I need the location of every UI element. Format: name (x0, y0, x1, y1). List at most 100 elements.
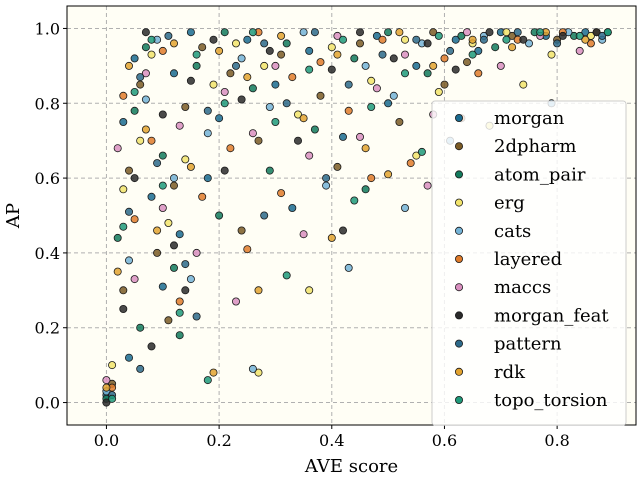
point-rdk (113, 267, 122, 276)
point-rdk (102, 383, 111, 392)
point-topo-torsion (305, 65, 314, 74)
point-layered (147, 136, 156, 145)
legend-label: cats (494, 221, 531, 242)
x-axis-label: AVE score (304, 456, 398, 477)
point-cats (299, 28, 308, 37)
point-layered (474, 69, 483, 78)
point-maccs (423, 181, 432, 190)
point-pattern (260, 39, 269, 48)
point-layered (406, 159, 415, 168)
legend-label: pattern (494, 334, 562, 355)
point-rdk (581, 35, 590, 44)
point-atom-pair (113, 233, 122, 242)
point-rdk (186, 162, 195, 171)
point-2dpharm (164, 316, 173, 325)
point-rdk (384, 170, 393, 179)
point-layered (288, 73, 297, 82)
point-pattern (153, 159, 162, 168)
point-morgan (372, 31, 381, 40)
legend-marker (454, 311, 463, 320)
point-pattern (181, 260, 190, 269)
point-morgan (271, 80, 280, 89)
point-cats (186, 275, 195, 284)
point-atom-pair (175, 331, 184, 340)
legend-marker (454, 339, 463, 348)
point-rdk (327, 233, 336, 242)
point-topo-torsion (130, 88, 139, 97)
point-topo-torsion (248, 28, 257, 37)
point-atom-pair (384, 28, 393, 37)
point-atom-pair (158, 151, 167, 160)
point-morgan-feat (338, 226, 347, 235)
point-layered (586, 39, 595, 48)
point-erg (502, 28, 511, 37)
point-layered (440, 54, 449, 63)
point-topo-torsion (502, 35, 511, 44)
point-layered (316, 58, 325, 67)
grid (67, 6, 636, 425)
point-cats (237, 54, 246, 63)
point-topo-torsion (468, 50, 477, 59)
point-maccs (462, 28, 471, 37)
legend-marker (454, 367, 463, 376)
point-pattern (378, 50, 387, 59)
point-topo-torsion (108, 394, 117, 403)
point-atom-pair (361, 185, 370, 194)
point-morgan-feat (158, 110, 167, 119)
point-maccs (130, 275, 139, 284)
point-pattern (310, 28, 319, 37)
point-atom-pair (491, 43, 500, 52)
point-topo-torsion (147, 35, 156, 44)
point-2dpharm (136, 80, 145, 89)
point-cats (389, 91, 398, 100)
point-layered (119, 91, 128, 100)
legend-label: erg (494, 193, 525, 214)
legend-label: atom_pair (494, 164, 586, 185)
point-2dpharm (277, 50, 286, 59)
point-morgan (119, 118, 128, 127)
point-maccs (175, 121, 184, 130)
point-2dpharm (119, 286, 128, 295)
point-layered (344, 106, 353, 115)
legend-box (431, 100, 627, 426)
point-2dpharm (316, 91, 325, 100)
point-2dpharm (125, 166, 134, 175)
point-erg (400, 35, 409, 44)
legend-label: layered (494, 249, 562, 270)
point-erg (367, 76, 376, 85)
point-erg (412, 151, 421, 160)
point-maccs (102, 376, 111, 385)
point-layered (198, 192, 207, 201)
point-pattern (231, 61, 240, 70)
point-topo-torsion (175, 308, 184, 317)
point-morgan-feat (327, 65, 336, 74)
point-layered (367, 174, 376, 183)
point-pattern (479, 35, 488, 44)
point-2dpharm (181, 103, 190, 112)
point-morgan (384, 99, 393, 108)
point-rdk (243, 73, 252, 82)
x-tick-label: 0.2 (206, 431, 231, 450)
point-erg (108, 361, 117, 370)
point-erg (136, 136, 145, 145)
point-morgan-feat (485, 28, 494, 37)
point-morgan (130, 54, 139, 63)
point-atom-pair (248, 84, 257, 93)
point-2dpharm (429, 28, 438, 37)
point-morgan (169, 69, 178, 78)
point-rdk (125, 61, 134, 70)
point-atom-pair (423, 69, 432, 78)
point-morgan-feat (423, 39, 432, 48)
point-rdk (153, 226, 162, 235)
point-maccs (333, 31, 342, 40)
point-morgan (243, 35, 252, 44)
point-rdk (254, 286, 263, 295)
point-erg (260, 61, 269, 70)
point-morgan-feat (355, 28, 364, 37)
point-morgan (412, 61, 421, 70)
legend-label: maccs (494, 277, 551, 298)
point-morgan-feat (102, 398, 111, 407)
point-2dpharm (355, 39, 364, 48)
point-cats (203, 129, 212, 138)
